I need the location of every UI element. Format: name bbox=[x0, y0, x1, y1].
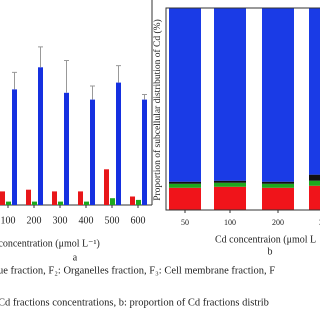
error-bar bbox=[90, 85, 95, 100]
x-axis-label: Cd concentraion (μmol L bbox=[215, 234, 316, 245]
bar bbox=[116, 82, 121, 205]
bar bbox=[104, 169, 109, 205]
bar-segment bbox=[214, 180, 246, 183]
bar bbox=[12, 89, 17, 205]
bar bbox=[32, 201, 37, 205]
x-tick-label: 300 bbox=[53, 215, 68, 226]
bar bbox=[78, 191, 83, 205]
y-axis-label: Proportion of subcellular distribution o… bbox=[152, 19, 163, 201]
bar bbox=[58, 201, 63, 205]
bar bbox=[84, 201, 89, 205]
bar-segment bbox=[309, 8, 320, 175]
bar-segment bbox=[214, 186, 246, 210]
bar bbox=[136, 199, 141, 205]
panel-label: a bbox=[73, 252, 78, 263]
error-bar bbox=[38, 46, 43, 68]
x-tick-label: 100 bbox=[1, 215, 16, 226]
panel-label: b bbox=[268, 246, 273, 257]
error-bar bbox=[142, 94, 147, 100]
x-axis-label: Cd concentration (μmol L⁻¹) bbox=[0, 238, 100, 249]
x-tick-label: 500 bbox=[105, 215, 120, 226]
error-bar bbox=[64, 60, 69, 93]
bar bbox=[110, 198, 115, 205]
caption-line: Cd fractions concentrations, b: proporti… bbox=[0, 297, 269, 308]
frame bbox=[165, 7, 320, 211]
bar bbox=[64, 92, 69, 205]
bar-segment bbox=[309, 180, 320, 186]
bar bbox=[6, 201, 11, 205]
bar-segment bbox=[169, 181, 201, 184]
bar bbox=[90, 99, 95, 205]
bar-segment bbox=[309, 174, 320, 181]
bar-segment bbox=[169, 187, 201, 210]
bar bbox=[38, 67, 43, 205]
bar-segment bbox=[262, 8, 294, 182]
bar-segment bbox=[214, 8, 246, 181]
error-bar bbox=[12, 71, 17, 90]
bar bbox=[52, 191, 57, 205]
bar bbox=[130, 196, 135, 205]
x-tick-label: 600 bbox=[131, 215, 146, 226]
x-tick-label: 400 bbox=[79, 215, 94, 226]
bar-segment bbox=[262, 187, 294, 210]
x-tick-label: 100 bbox=[224, 218, 236, 227]
bar-segment bbox=[169, 183, 201, 188]
caption-line: ue fraction, F₂: Organelles fraction, F₃… bbox=[0, 265, 275, 276]
bar-segment bbox=[309, 185, 320, 210]
bar-segment bbox=[169, 8, 201, 182]
bar-segment bbox=[262, 181, 294, 184]
x-tick-label: 200 bbox=[272, 218, 284, 227]
bar bbox=[142, 99, 147, 205]
bar bbox=[26, 189, 31, 205]
bar bbox=[0, 191, 5, 205]
bar-segment bbox=[214, 182, 246, 187]
bar-segment bbox=[262, 183, 294, 188]
x-tick-label: 200 bbox=[27, 215, 42, 226]
x-tick-label: 50 bbox=[181, 218, 189, 227]
error-bar bbox=[116, 65, 121, 83]
